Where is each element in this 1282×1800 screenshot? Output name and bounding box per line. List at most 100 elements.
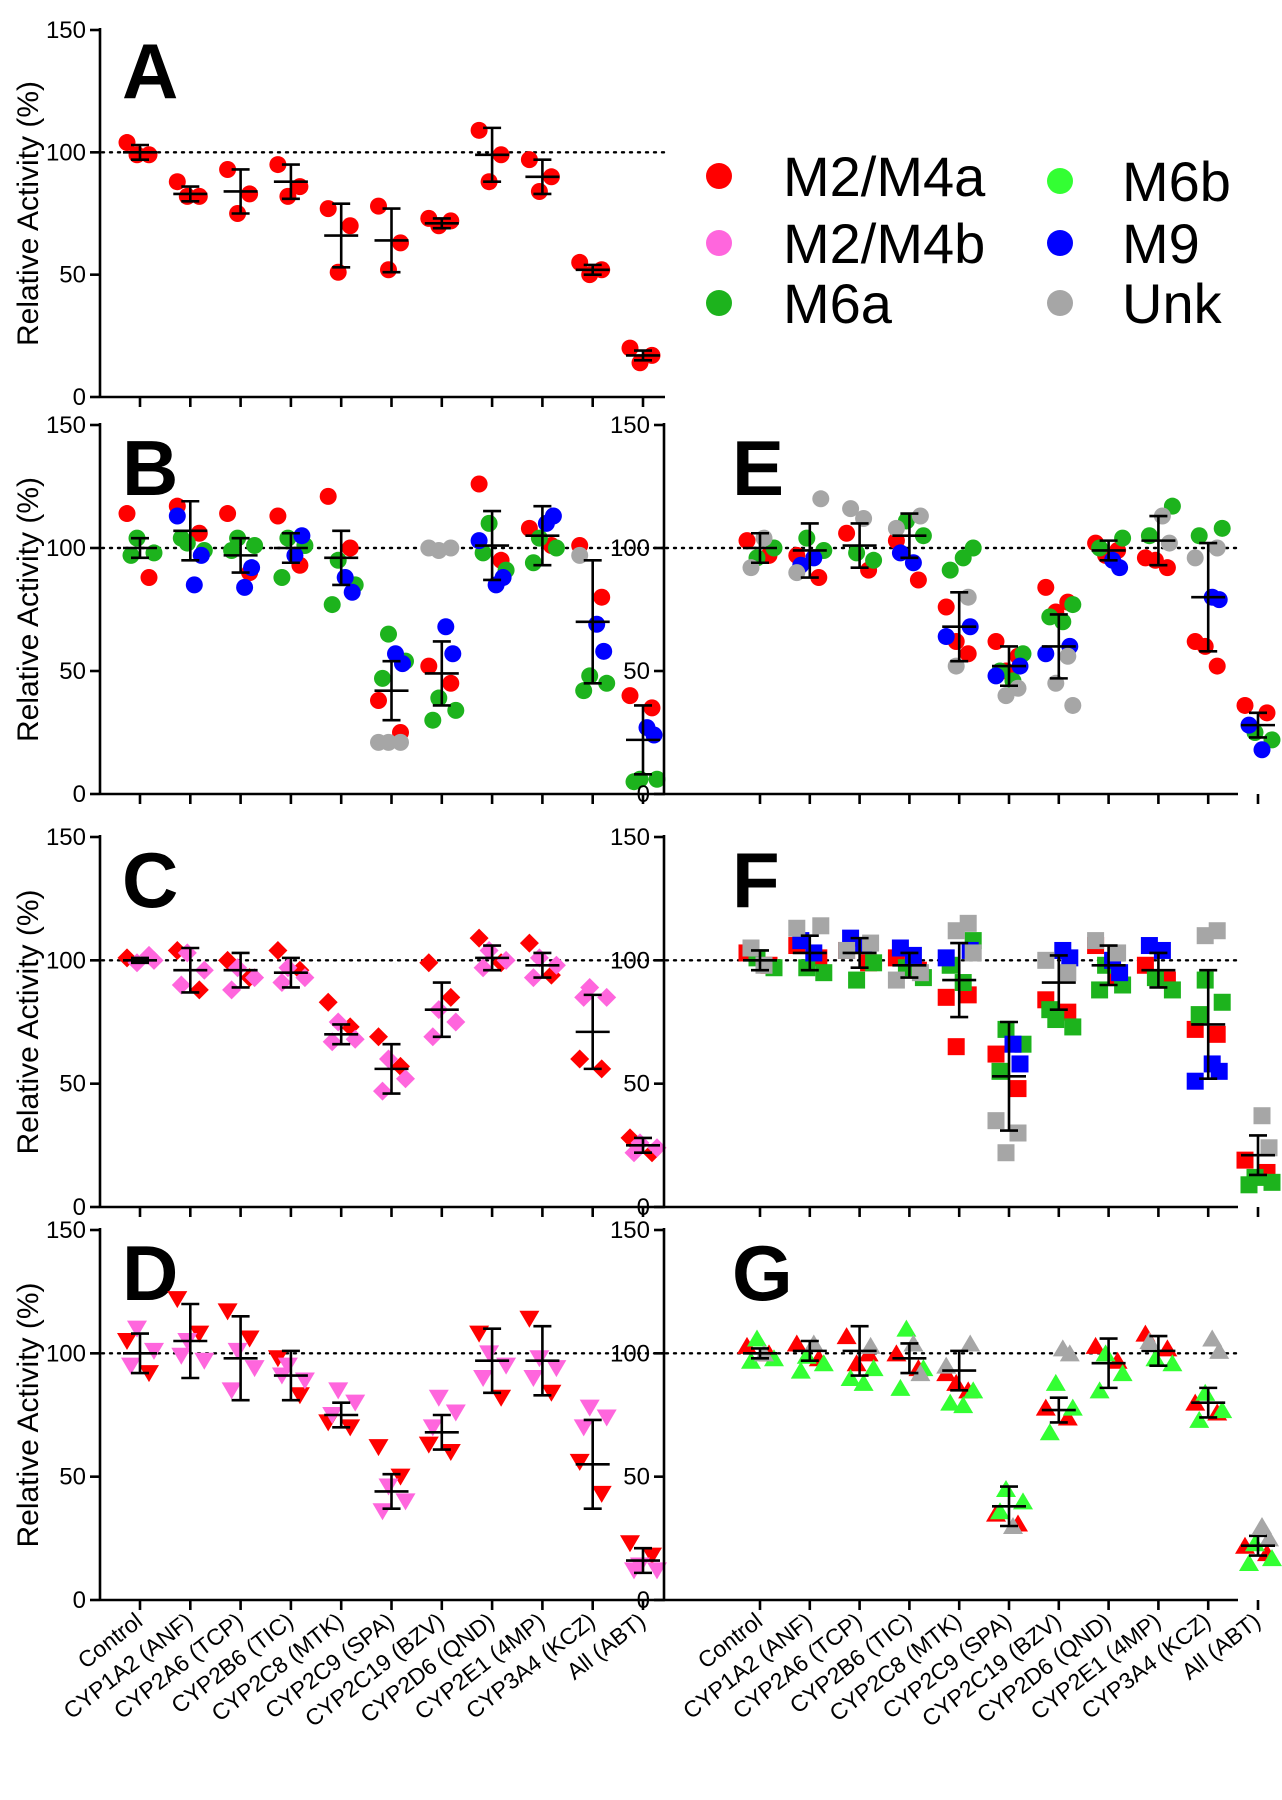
panel-d: 0 50 100 150 Relative Activity (%) D [12,1217,667,1614]
data-point-m2-m4a [319,487,337,505]
data-point-m2-m4a [117,1333,137,1350]
panel-letter: E [732,424,784,512]
data-point-unk [1059,647,1077,665]
data-point-m6b [990,1502,1010,1520]
data-point-m6a [954,549,972,567]
data-point-m6a [1213,519,1231,537]
data-point-unk [987,1112,1005,1130]
data-point-m6b [1112,1364,1133,1382]
legend-label: M6b [1122,150,1231,213]
data-point-m2-m4a [620,1535,640,1553]
legend-item-m2-m4b: M2/M4b [706,212,985,275]
y-tick-label: 100 [610,1340,650,1367]
data-point-m6b [890,1378,911,1396]
data-point-m2-m4a [279,187,297,205]
panel-c: 0 50 100 150 Relative Activity (%) C [12,824,667,1221]
data-point-m2-m4a [987,1045,1005,1063]
data-point-m2-m4a [643,699,661,717]
data-point-m2-m4a [420,657,438,675]
data-point-m2-m4b [473,958,493,978]
data-point-m6b [764,1349,784,1367]
data-point-m2-m4b [445,1404,466,1422]
data-points [738,490,1281,759]
y-tick-label: 150 [610,1217,650,1244]
data-point-m2-m4a [1085,1336,1106,1354]
data-point-m9 [293,527,311,545]
data-point-m6a [625,773,643,791]
data-point-m2-m4b [596,1409,617,1427]
data-point-m2-m4b [121,1357,141,1375]
data-point-m6b [940,1393,961,1411]
data-point-m2-m4b [624,1562,644,1580]
data-point-m2-m4a [239,1330,260,1348]
data-point-m6a [1064,596,1082,614]
data-point-m2-m4a [219,505,237,523]
data-point-m2-m4a [1208,1025,1226,1043]
legend-label: M2/M4b [783,212,985,275]
data-point-m2-m4b [194,1352,215,1370]
data-point-unk [803,1334,824,1352]
data-point-m2-m4a [846,1354,867,1372]
data-point-m9 [1140,937,1158,955]
data-point-m2-m4a [959,645,977,663]
data-point-m6a [865,954,883,972]
legend-label: M2/M4a [783,145,986,208]
data-point-m2-m4a [418,1436,439,1454]
data-point-unk [947,922,965,940]
data-point-m2-m4b [647,1562,667,1580]
y-axis-label: Relative Activity (%) [12,81,45,346]
data-point-m2-m4a [621,339,639,357]
data-point-m6a [848,971,866,989]
data-point-unk [1059,1344,1080,1362]
data-point-m2-m4a [621,687,639,705]
data-point-m2-m4a [909,571,927,589]
data-point-m2-m4a [470,121,488,139]
data-point-m6b [840,1369,861,1386]
data-point-m9 [588,615,606,633]
data-point-m6b [1262,1549,1282,1567]
data-point-m2-m4b [647,1138,667,1158]
data-point-m6a [1163,981,1181,999]
data-point-m6a [1091,539,1109,557]
y-tick-label: 50 [59,658,86,685]
data-point-unk [1186,549,1204,567]
data-point-m2-m4a [591,1485,612,1503]
data-point-m9 [595,642,613,660]
data-point-m2-m4a [1035,1398,1056,1416]
data-point-m9 [394,655,411,673]
data-point-m2-m4a [469,928,489,948]
data-point-m6a [1146,969,1164,987]
data-point-m2-m4b [245,968,265,988]
panel-letter: F [732,836,780,924]
data-point-m2-m4a [269,156,287,174]
data-point-m9 [1210,591,1228,609]
legend-marker [706,163,732,189]
legend-item-m2-m4a: M2/M4a [706,145,986,208]
data-point-unk [964,944,982,962]
data-point-m6a [122,546,140,564]
data-point-m6b [1062,1398,1083,1416]
data-point-m2-m4a [1037,578,1055,596]
data-point-unk [1139,1332,1160,1349]
data-point-m9 [1153,941,1171,959]
data-point-m9 [437,618,455,636]
panel-letter: G [732,1229,793,1317]
data-point-m9 [343,583,361,601]
data-point-unk [1059,964,1077,982]
data-point-m6b [853,1373,874,1391]
data-point-m2-m4a [1157,1339,1178,1357]
data-point-m2-m4a [167,1291,188,1309]
data-point-unk [838,941,856,959]
data-point-m2-m4a [569,1453,590,1471]
y-tick-label: 50 [623,1464,650,1491]
data-point-m6a [547,539,565,557]
data-point-unk [1252,1517,1272,1534]
data-point-m2-m4b [171,1347,192,1365]
error-bars [743,934,1275,1177]
data-point-m2-m4a [419,953,439,973]
panel-letter: B [122,424,178,512]
data-point-m2-m4a [738,532,756,550]
data-point-unk [842,500,860,518]
